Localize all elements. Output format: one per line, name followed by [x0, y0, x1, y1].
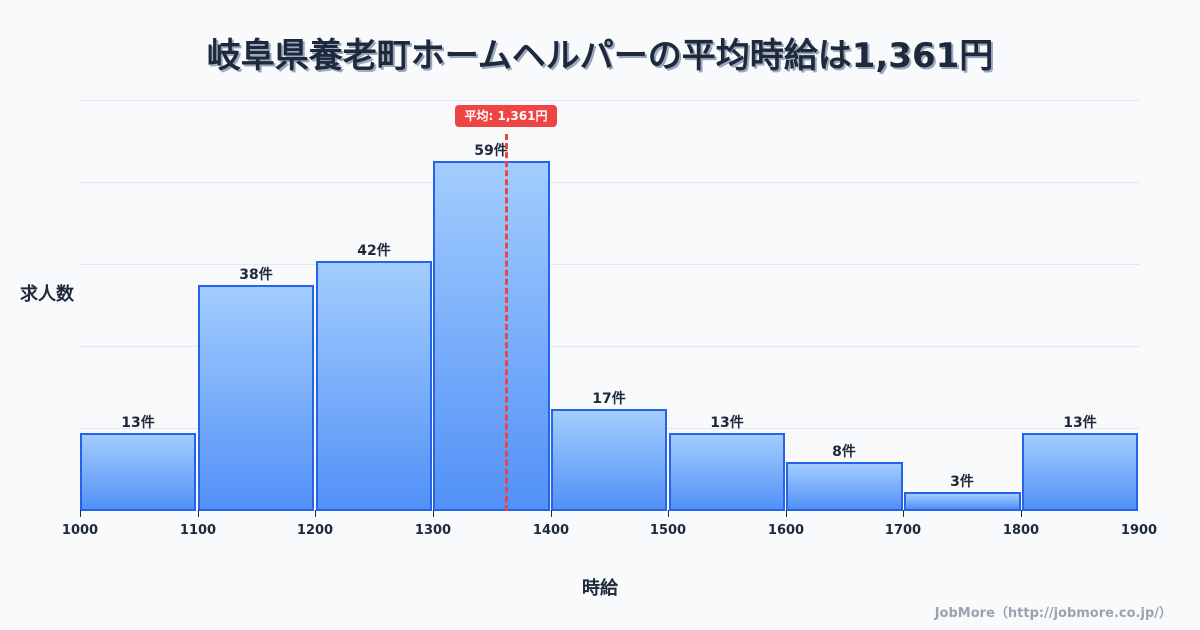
bar-value-label: 59件	[474, 143, 508, 159]
x-tick-label: 1400	[532, 523, 570, 538]
bar-value-label: 8件	[832, 444, 856, 460]
histogram-bar	[1022, 433, 1138, 511]
bar-value-label: 38件	[239, 267, 273, 283]
bar-value-label: 3件	[950, 474, 974, 490]
x-tick-label: 1200	[296, 523, 334, 538]
x-tick	[315, 510, 316, 517]
bar-value-label: 13件	[710, 415, 744, 431]
bar-value-label: 13件	[121, 415, 155, 431]
x-tick	[433, 510, 434, 517]
x-tick	[786, 510, 787, 517]
histogram-bar	[433, 161, 550, 511]
histogram-bar	[669, 433, 785, 511]
bar-value-label: 13件	[1063, 415, 1097, 431]
chart-title: 岐阜県養老町ホームヘルパーの平均時給は1,361円	[206, 36, 994, 76]
gridline	[80, 182, 1140, 183]
x-tick-label: 1600	[767, 523, 805, 538]
histogram-bar	[904, 492, 1021, 511]
x-tick	[551, 510, 552, 517]
gridline	[80, 264, 1140, 265]
x-tick	[903, 510, 904, 517]
x-tick-label: 1800	[1002, 523, 1040, 538]
x-tick	[1021, 510, 1022, 517]
histogram-bar	[80, 433, 196, 511]
gridline	[80, 100, 1140, 101]
mean-badge: 平均: 1,361円	[455, 105, 557, 127]
x-tick-label: 1500	[649, 523, 687, 538]
y-axis-label: 求人数	[20, 284, 74, 305]
bar-value-label: 42件	[357, 243, 391, 259]
histogram-bar	[786, 462, 903, 511]
histogram-bar	[316, 261, 432, 511]
x-tick	[668, 510, 669, 517]
histogram-bar	[198, 285, 314, 511]
bar-value-label: 17件	[592, 391, 626, 407]
gridline	[80, 346, 1140, 347]
x-tick-label: 1700	[884, 523, 922, 538]
x-tick	[198, 510, 199, 517]
x-tick-label: 1100	[179, 523, 217, 538]
source-credit: JobMore（http://jobmore.co.jp/）	[934, 606, 1172, 621]
x-tick-label: 1900	[1120, 523, 1158, 538]
x-tick-label: 1300	[414, 523, 452, 538]
mean-line	[505, 134, 508, 511]
histogram-bar	[551, 409, 667, 511]
x-axis-label: 時給	[582, 578, 618, 599]
x-tick	[80, 510, 81, 517]
x-tick-label: 1000	[61, 523, 99, 538]
